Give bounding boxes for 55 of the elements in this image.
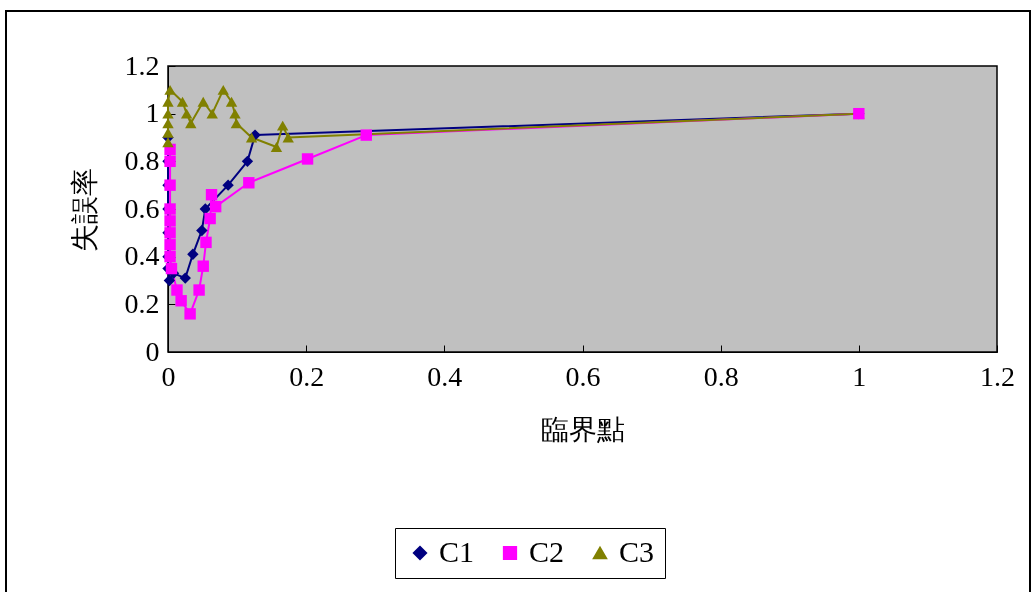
point <box>163 274 176 287</box>
point <box>206 108 218 119</box>
point <box>230 118 243 129</box>
point <box>229 108 241 119</box>
point <box>185 118 197 129</box>
y-tick-label: 1 <box>145 97 160 129</box>
point <box>217 84 229 95</box>
x-tick-label: 0.2 <box>289 360 325 392</box>
point <box>180 108 193 119</box>
legend-label: C1 <box>439 535 475 568</box>
point <box>187 248 199 260</box>
point <box>171 284 183 296</box>
point <box>225 96 238 107</box>
point <box>197 96 209 107</box>
x-axis-title: 臨界點 <box>541 413 625 445</box>
y-tick-label: 0.8 <box>124 144 160 176</box>
point <box>164 239 176 251</box>
y-tick-label: 0.4 <box>124 240 160 272</box>
point <box>164 84 176 95</box>
point <box>282 132 294 143</box>
point <box>196 224 208 237</box>
point <box>241 155 254 168</box>
y-tick-label: 0 <box>145 335 160 367</box>
point <box>175 295 187 307</box>
point <box>222 179 234 191</box>
point <box>204 212 216 225</box>
point <box>276 120 289 131</box>
y-axis-title: 失誤率 <box>68 167 100 252</box>
point <box>162 137 174 148</box>
point <box>184 308 196 320</box>
y-tick-label: 0.2 <box>124 287 160 319</box>
x-tick-label: 1 <box>852 360 867 392</box>
point <box>245 132 258 143</box>
x-tick-label: 0.8 <box>703 360 739 392</box>
legend-label: C2 <box>529 535 565 568</box>
point <box>200 236 212 249</box>
y-tick-label: 1.2 <box>124 49 160 81</box>
legend-label: C3 <box>619 535 655 568</box>
x-tick-label: 1.2 <box>980 360 1015 392</box>
point <box>165 262 178 275</box>
point <box>179 272 191 284</box>
point <box>243 177 255 189</box>
point <box>176 96 189 107</box>
point <box>360 129 372 141</box>
x-tick-label: 0.6 <box>565 360 601 392</box>
x-tick-label: 0.4 <box>427 360 463 392</box>
point <box>162 96 174 107</box>
point <box>270 142 283 152</box>
point <box>209 200 222 213</box>
point <box>193 284 205 296</box>
point <box>205 189 218 201</box>
point <box>197 260 209 272</box>
point <box>164 215 176 227</box>
y-tick-label: 0.6 <box>124 192 160 224</box>
point <box>301 153 314 165</box>
